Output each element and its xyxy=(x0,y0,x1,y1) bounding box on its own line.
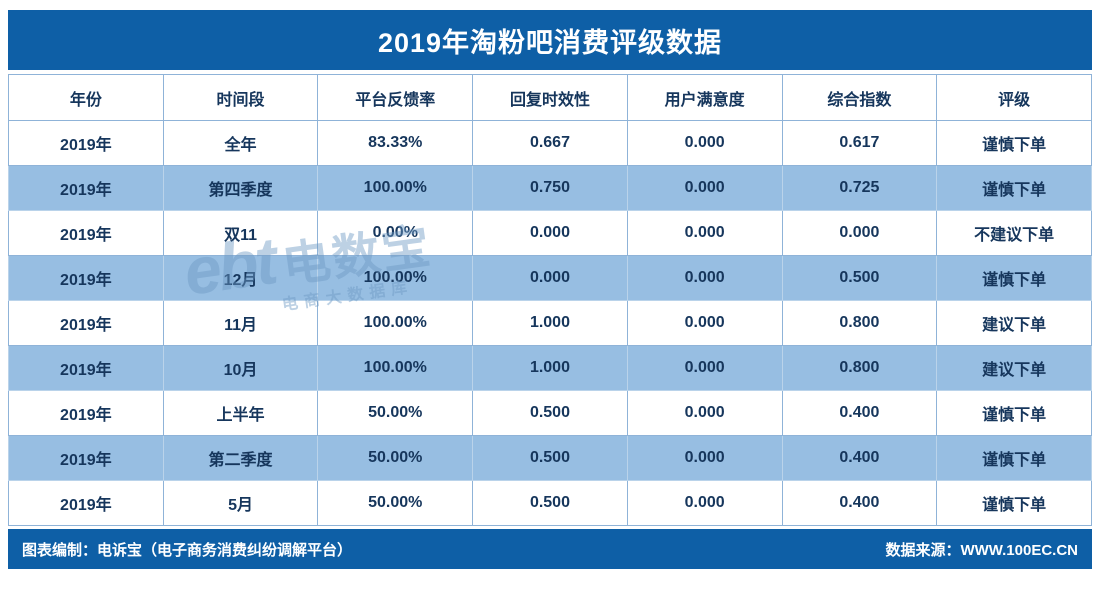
table-cell: 上半年 xyxy=(162,390,319,436)
table-cell: 2019年 xyxy=(8,255,164,301)
table-row: 2019年 全年 83.33% 0.667 0.000 0.617 谨慎下单 xyxy=(8,120,1092,166)
table-cell: 谨慎下单 xyxy=(936,480,1092,526)
column-header: 评级 xyxy=(936,74,1092,121)
table-row: 2019年 12月 100.00% 0.000 0.000 0.500 谨慎下单 xyxy=(8,255,1092,301)
table-cell: 0.500 xyxy=(472,390,628,436)
table-cell: 0.00% xyxy=(317,210,474,256)
table-row: 2019年 上半年 50.00% 0.500 0.000 0.400 谨慎下单 xyxy=(8,390,1092,436)
footer-source-left: 图表编制：电诉宝（电子商务消费纠纷调解平台） xyxy=(22,541,353,559)
table-body: 2019年 全年 83.33% 0.667 0.000 0.617 谨慎下单 2019年 第四季… xyxy=(8,120,1092,526)
table-cell: 2019年 xyxy=(8,165,164,211)
table-cell: 10月 xyxy=(162,345,319,391)
table-cell: 0.000 xyxy=(626,210,783,256)
table-cell: 0.400 xyxy=(781,435,938,481)
column-header: 平台反馈率 xyxy=(317,74,474,121)
table-cell: 2019年 xyxy=(8,435,164,481)
table-cell: 0.800 xyxy=(781,300,938,346)
table-cell: 0.000 xyxy=(626,255,783,301)
column-header: 时间段 xyxy=(162,74,319,121)
table-cell: 谨慎下单 xyxy=(936,255,1092,301)
table-cell: 谨慎下单 xyxy=(936,390,1092,436)
table-cell: 第二季度 xyxy=(162,435,319,481)
table-cell: 0.000 xyxy=(472,210,628,256)
table-cell: 0.000 xyxy=(626,120,783,166)
table-cell: 0.000 xyxy=(626,435,783,481)
table-cell: 0.000 xyxy=(781,210,938,256)
table-row: 2019年 11月 100.00% 1.000 0.000 0.800 建议下单 xyxy=(8,300,1092,346)
table-cell: 100.00% xyxy=(317,255,474,301)
title-bar: 2019年淘粉吧消费评级数据 xyxy=(8,10,1092,70)
table-cell: 50.00% xyxy=(317,390,474,436)
table-cell: 0.000 xyxy=(626,165,783,211)
table-cell: 0.667 xyxy=(472,120,628,166)
table-cell: 2019年 xyxy=(8,210,164,256)
table-row: 2019年 第四季度 100.00% 0.750 0.000 0.725 谨慎下单 xyxy=(8,165,1092,211)
table-cell: 100.00% xyxy=(317,165,474,211)
table-cell: 50.00% xyxy=(317,480,474,526)
table-cell: 0.000 xyxy=(626,345,783,391)
table-cell: 建议下单 xyxy=(936,300,1092,346)
table-cell: 0.500 xyxy=(472,435,628,481)
column-header: 用户满意度 xyxy=(626,74,783,121)
column-header: 回复时效性 xyxy=(472,74,628,121)
table-cell: 0.750 xyxy=(472,165,628,211)
table-cell: 谨慎下单 xyxy=(936,120,1092,166)
table-cell: 谨慎下单 xyxy=(936,435,1092,481)
table-cell: 第四季度 xyxy=(162,165,319,211)
table-row: 2019年 第二季度 50.00% 0.500 0.000 0.400 谨慎下单 xyxy=(8,435,1092,481)
table-cell: 0.800 xyxy=(781,345,938,391)
table-cell: 83.33% xyxy=(317,120,474,166)
footer-bar: 图表编制：电诉宝（电子商务消费纠纷调解平台） 数据来源：WWW.100EC.CN xyxy=(8,529,1092,569)
header-row: 年份 时间段 平台反馈率 回复时效性 用户满意度 综合指数 评级 xyxy=(8,74,1092,121)
table-cell: 5月 xyxy=(162,480,319,526)
table-cell: 0.000 xyxy=(626,300,783,346)
table-cell: 0.617 xyxy=(781,120,938,166)
table-cell: 双11 xyxy=(162,210,319,256)
table-cell: 2019年 xyxy=(8,120,164,166)
table-cell: 1.000 xyxy=(472,345,628,391)
table-cell: 0.725 xyxy=(781,165,938,211)
table-cell: 谨慎下单 xyxy=(936,165,1092,211)
table-cell: 0.400 xyxy=(781,390,938,436)
table-cell: 2019年 xyxy=(8,390,164,436)
table-cell: 0.000 xyxy=(626,390,783,436)
table-cell: 全年 xyxy=(162,120,319,166)
column-header: 年份 xyxy=(8,74,164,121)
table-row: 2019年 10月 100.00% 1.000 0.000 0.800 建议下单 xyxy=(8,345,1092,391)
table-cell: 2019年 xyxy=(8,345,164,391)
column-header: 综合指数 xyxy=(781,74,938,121)
table-cell: 2019年 xyxy=(8,480,164,526)
table-cell: 2019年 xyxy=(8,300,164,346)
rating-table: 年份 时间段 平台反馈率 回复时效性 用户满意度 综合指数 评级 2019年 全年 83.33%… xyxy=(8,74,1092,526)
table-cell: 12月 xyxy=(162,255,319,301)
table-cell: 0.500 xyxy=(472,480,628,526)
table-cell: 0.000 xyxy=(626,480,783,526)
table-header: 年份 时间段 平台反馈率 回复时效性 用户满意度 综合指数 评级 xyxy=(8,74,1092,121)
table-cell: 100.00% xyxy=(317,345,474,391)
footer-source-right: 数据来源：WWW.100EC.CN xyxy=(885,541,1078,559)
table-cell: 不建议下单 xyxy=(936,210,1092,256)
table-row: 2019年 5月 50.00% 0.500 0.000 0.400 谨慎下单 xyxy=(8,480,1092,526)
table-cell: 11月 xyxy=(162,300,319,346)
table-cell: 0.500 xyxy=(781,255,938,301)
page-title: 2019年淘粉吧消费评级数据 xyxy=(377,27,723,58)
table-row: 2019年 双11 0.00% 0.000 0.000 0.000 不建议下单 xyxy=(8,210,1092,256)
table-cell: 50.00% xyxy=(317,435,474,481)
table-cell: 0.000 xyxy=(472,255,628,301)
table-cell: 0.400 xyxy=(781,480,938,526)
table-cell: 1.000 xyxy=(472,300,628,346)
table-cell: 100.00% xyxy=(317,300,474,346)
table-cell: 建议下单 xyxy=(936,345,1092,391)
